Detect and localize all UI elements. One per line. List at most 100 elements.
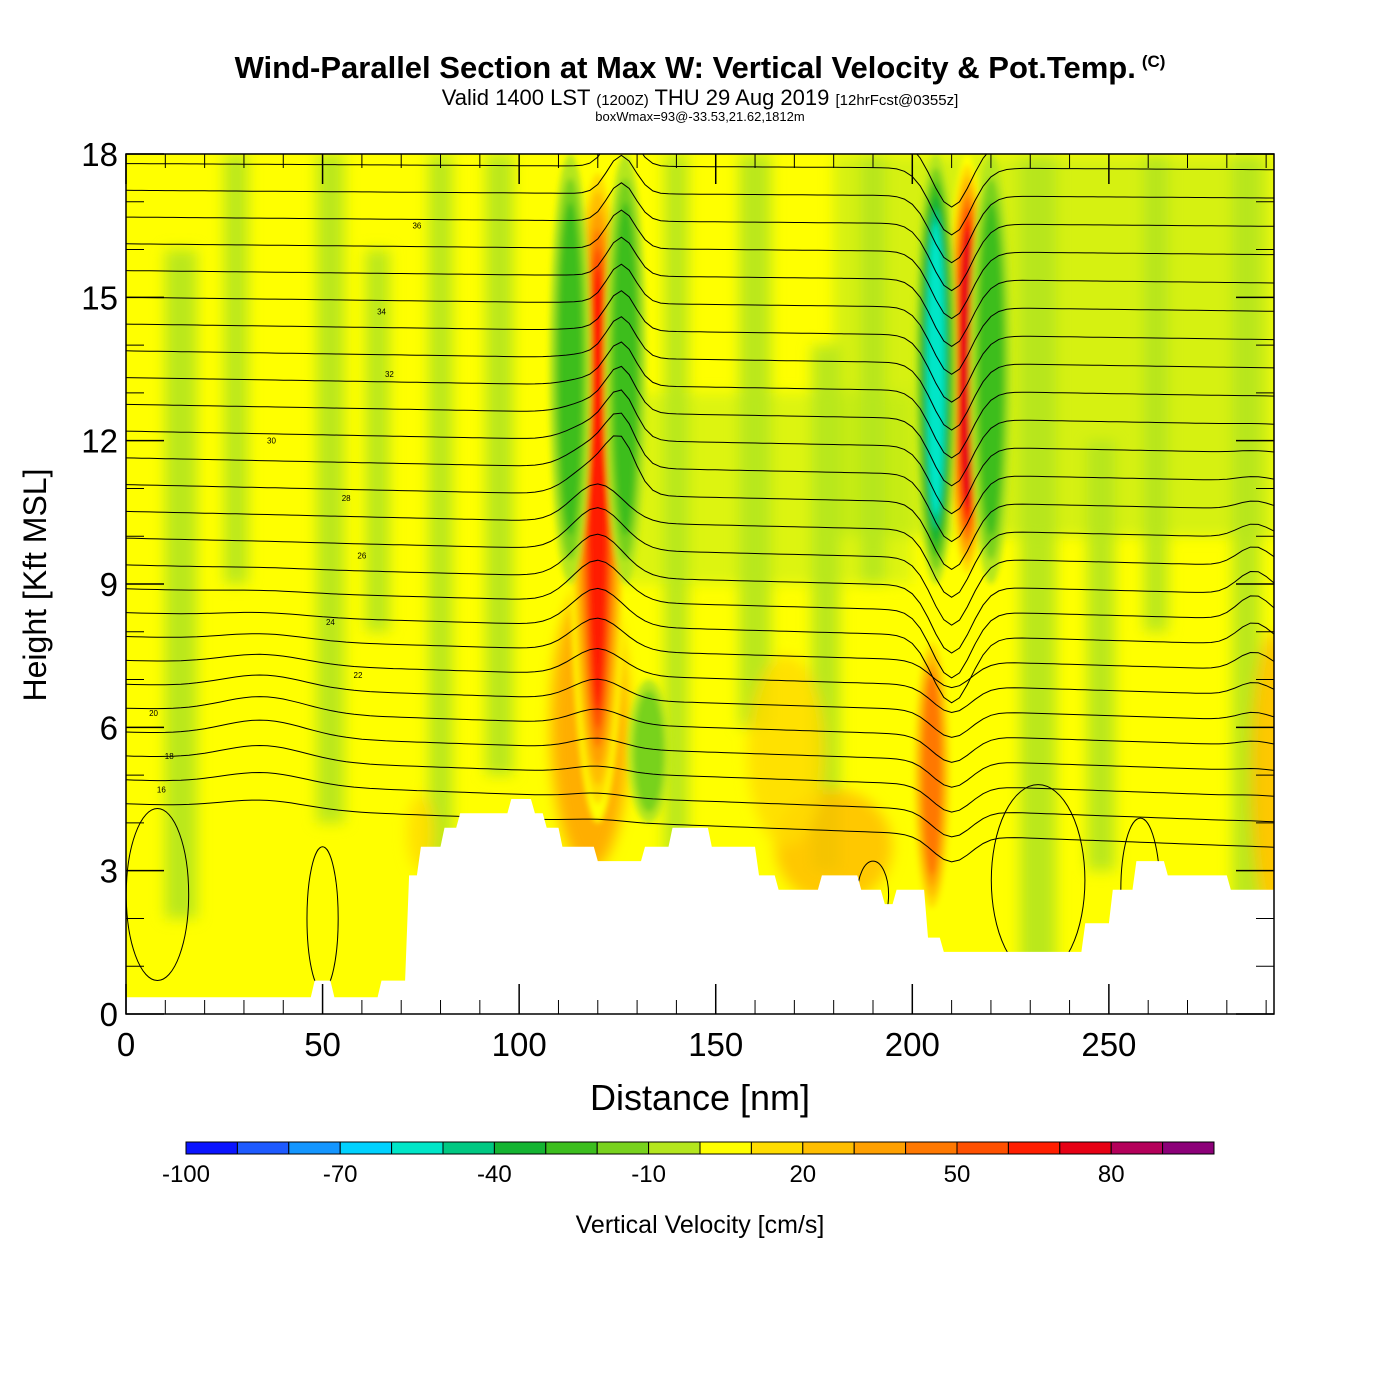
colorbar-box (1110, 1141, 1164, 1155)
mid-sink-region (597, 392, 913, 584)
colorbar-box (391, 1141, 444, 1155)
pot-temp-contour-line (126, 744, 1274, 813)
pot-temp-contour-line (126, 483, 1274, 598)
pot-temp-contour-line (126, 209, 1274, 320)
colorbar-box (1007, 1141, 1061, 1155)
pot-temp-contour-line (126, 154, 1274, 264)
x-tick-label: 50 (304, 1026, 341, 1063)
contour-label: 32 (385, 370, 394, 379)
pot-temp-contour-line (126, 559, 1274, 679)
y-tick-label: 9 (100, 566, 118, 603)
pot-temp-contour-line (126, 435, 1274, 571)
x-tick-label: 0 (117, 1026, 135, 1063)
colorbar-box (236, 1141, 290, 1155)
updraft-core (588, 266, 608, 711)
pot-temp-contour-line (126, 236, 1274, 348)
contour-label: 20 (149, 709, 158, 718)
colorbar-tick-label: -100 (162, 1161, 210, 1188)
colorbar-tick-label: 50 (944, 1161, 971, 1188)
pot-temp-contour-line (126, 771, 1274, 838)
colorbar-box (442, 1141, 495, 1155)
downdraft-core (613, 202, 638, 536)
contour-label: 22 (354, 671, 363, 680)
y-tick-label: 15 (81, 279, 118, 316)
x-tick-label: 200 (885, 1026, 940, 1063)
contour-label: 30 (267, 437, 276, 446)
colorbar-box (493, 1141, 547, 1155)
pot-temp-contour-line (126, 799, 1274, 863)
pot-temp-contour-line (126, 696, 1274, 763)
pot-temp-contour-line (126, 533, 1274, 654)
pot-temp-contour-line (126, 341, 1274, 459)
weak-downdraft-band (365, 249, 390, 632)
pot-temp-contour-line (126, 316, 1274, 431)
downdraft-core (927, 223, 945, 515)
colorbar-box (339, 1141, 393, 1155)
y-tick-label: 3 (100, 853, 118, 890)
pot-temp-contour-line (126, 587, 1274, 704)
contour-label: 34 (377, 308, 386, 317)
colorbar-box (802, 1141, 855, 1155)
terrain (126, 799, 1274, 1014)
pot-temp-contour-line (126, 154, 1274, 236)
y-tick-label: 12 (81, 423, 118, 460)
colorbar-label: Vertical Velocity [cm/s] (576, 1211, 825, 1239)
contour-label: 16 (157, 785, 166, 794)
colorbar-tick-label: 80 (1098, 1161, 1125, 1188)
colorbar-box (185, 1141, 238, 1155)
colorbar: -100 -70 -40 -10 20 50 80 (162, 1141, 1215, 1188)
colorbar-box (853, 1141, 907, 1155)
forecast-info: [12hrFcst@0355z] (835, 92, 959, 109)
y-tick-label: 0 (100, 996, 118, 1033)
colorbar-box (1059, 1141, 1112, 1155)
colorbar-box (288, 1141, 341, 1155)
pot-temp-contour-line (126, 719, 1274, 788)
updraft-core (922, 674, 941, 876)
contour-label: 18 (165, 752, 174, 761)
contour-label: 28 (342, 494, 351, 503)
x-tick-label: 250 (1081, 1026, 1136, 1063)
weak-downdraft-band (165, 249, 198, 919)
updraft-core (960, 229, 975, 509)
terrain-profile (126, 799, 1274, 1014)
colorbar-tick-label: -70 (323, 1161, 358, 1188)
box-wmax-info: boxWmax=93@-33.53,21.62,1812m (595, 109, 805, 124)
colorbar-tick-label: 20 (789, 1161, 816, 1188)
utc-time: (1200Z) (596, 92, 649, 109)
x-tick-label: 150 (688, 1026, 743, 1063)
y-tick-label: 18 (81, 136, 118, 173)
chart-title: Wind-Parallel Section at Max W: Vertical… (0, 50, 1400, 86)
valid-date: THU 29 Aug 2019 (654, 85, 830, 110)
pot-temp-contour-line (126, 182, 1274, 292)
colorbar-tick-label: -10 (631, 1161, 666, 1188)
pot-temp-contour-line (126, 617, 1274, 689)
contour-label: 26 (357, 551, 366, 560)
chart-subtitle: Valid 1400 LST (1200Z) THU 29 Aug 2019 [… (0, 85, 1400, 111)
x-tick-label: 100 (492, 1026, 547, 1063)
pot-temp-contours: 16 18 20 22 24 26 28 30 32 34 36 (126, 154, 1274, 991)
colorbar-box (905, 1141, 958, 1155)
chart-title-text: Wind-Parallel Section at Max W: Vertical… (234, 50, 1136, 85)
pot-temp-contour-line (126, 263, 1274, 375)
colorbar-box (648, 1141, 701, 1155)
downdraft-core (978, 202, 1003, 536)
lift-patch (747, 655, 826, 847)
y-axis-label: Height [Kft MSL] (17, 469, 53, 702)
x-axis-label: Distance [nm] (590, 1077, 810, 1118)
colorbar-box (545, 1141, 598, 1155)
contour-label: 36 (412, 222, 421, 231)
colorbar-box (699, 1141, 752, 1155)
downdraft-core (633, 690, 664, 813)
colorbar-box (1162, 1141, 1215, 1155)
colorbar-tick-label: -40 (477, 1161, 512, 1188)
pot-temp-contour-line (126, 290, 1274, 403)
pot-temp-contour-line (126, 412, 1274, 543)
colorbar-box (750, 1141, 804, 1155)
downdraft-core (558, 202, 583, 536)
colorbar-box (596, 1141, 650, 1155)
y-tick-label: 6 (100, 709, 118, 746)
pot-temp-contour-line (126, 507, 1274, 626)
pot-temp-contour-line (126, 365, 1274, 487)
valid-time: Valid 1400 LST (441, 85, 591, 110)
